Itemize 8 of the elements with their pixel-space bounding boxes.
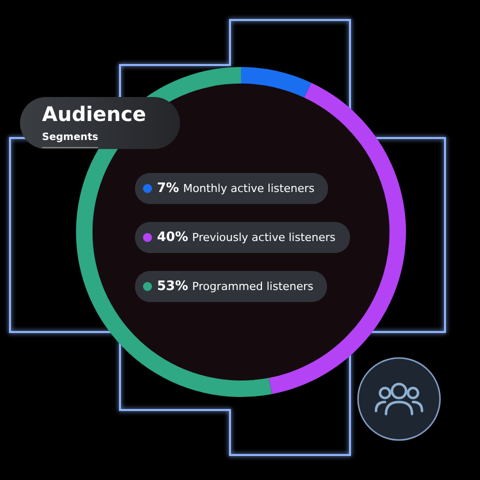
slice-label: Previously active listeners bbox=[192, 231, 336, 244]
slice-label: Programmed listeners bbox=[192, 280, 314, 293]
data-label: 7% bbox=[157, 181, 180, 196]
text: Segments bbox=[42, 131, 98, 148]
data-label: 40% bbox=[157, 230, 188, 245]
data-label: 53% bbox=[157, 279, 188, 294]
text: Audience bbox=[42, 102, 148, 126]
slice-label: Monthly active listeners bbox=[183, 182, 314, 195]
